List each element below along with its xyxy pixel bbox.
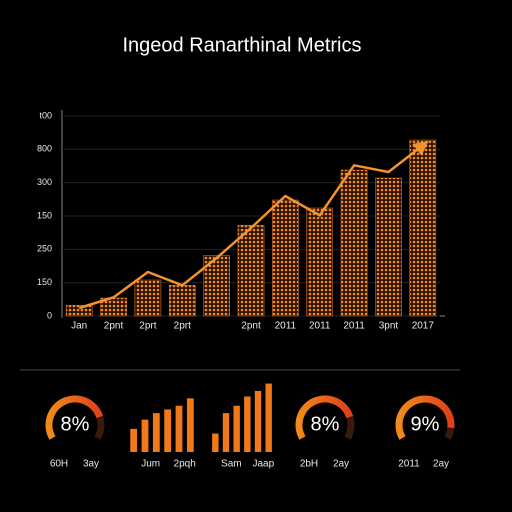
bar	[134, 279, 162, 317]
bar	[233, 405, 240, 452]
gauge-label: 60H	[50, 459, 68, 470]
gauge-label: 2011	[398, 459, 420, 470]
bar	[375, 177, 402, 317]
gauge-arc	[295, 395, 354, 440]
bar	[265, 383, 272, 452]
bar	[175, 405, 183, 452]
bar	[152, 413, 160, 452]
x-tick-label: 2011	[343, 321, 365, 332]
chart-title: Ingeod Ranarthinal Metrics	[122, 34, 361, 56]
x-tick-label: 2011	[275, 321, 297, 332]
bar	[409, 139, 437, 317]
bar	[164, 409, 172, 452]
x-tick-label: 2pnt	[104, 321, 124, 332]
trend-line	[78, 140, 429, 310]
bar	[186, 398, 194, 452]
bar	[237, 225, 265, 317]
y-tick-label: 300	[37, 177, 52, 187]
bar	[272, 199, 299, 317]
bar	[168, 285, 196, 317]
gauge-value: 8%	[311, 413, 340, 435]
x-tick-label: 2prt	[139, 321, 156, 332]
gauge-value: 8%	[61, 413, 90, 435]
x-tick-label: Jum	[141, 459, 160, 470]
x-tick-label: 2pnt	[241, 321, 261, 332]
x-tick-label: 2011	[309, 321, 331, 332]
bar	[212, 433, 219, 452]
x-tick-label: 3pnt	[379, 321, 399, 332]
x-tick-label: Sam	[221, 459, 242, 470]
y-tick-label: 150	[37, 277, 52, 287]
bar	[254, 390, 262, 452]
y-tick-label: 150	[37, 210, 52, 220]
bar	[222, 413, 230, 452]
y-tick-label: 800	[37, 144, 52, 154]
bar	[340, 169, 368, 317]
gauge-label: 2ay	[333, 459, 349, 470]
y-tick-label: t00	[39, 110, 52, 120]
gauge-arc	[395, 395, 455, 440]
bar	[306, 207, 334, 317]
x-tick-label: Jaap	[252, 459, 274, 470]
gauge-label: 2bH	[300, 459, 318, 470]
bar	[65, 305, 93, 317]
gauge-label: 2ay	[433, 459, 449, 470]
bar	[141, 419, 149, 452]
gauge-arc	[45, 395, 104, 440]
x-tick-label: 2017	[412, 321, 435, 332]
gauge-label: 3ay	[83, 459, 99, 470]
x-tick-label: 2pqh	[174, 459, 196, 470]
gauge-value: 9%	[411, 413, 440, 435]
x-tick-label: Jan	[71, 321, 87, 332]
x-tick-label: 2prt	[174, 321, 191, 332]
bar	[130, 428, 138, 452]
y-tick-label: 0	[47, 310, 52, 320]
bar	[244, 396, 251, 452]
y-tick-label: 250	[37, 244, 52, 254]
